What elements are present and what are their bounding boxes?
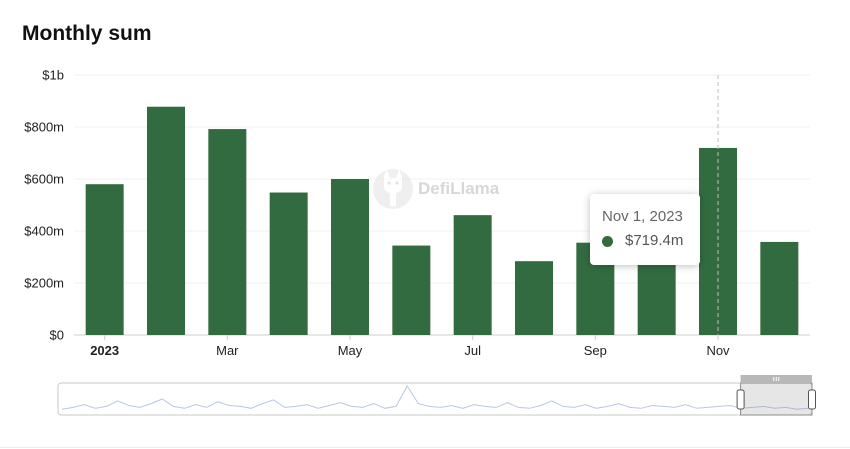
y-tick-label: $800m	[24, 120, 64, 135]
y-tick-label: $400m	[24, 224, 64, 239]
slider-grip-icon	[773, 377, 780, 381]
chart-title: Monthly sum	[22, 22, 152, 45]
bar-2023-03[interactable]	[208, 129, 247, 335]
tooltip-marker	[602, 235, 613, 247]
bar-2023-02[interactable]	[147, 106, 185, 335]
tooltip-date: Nov 1, 2023	[602, 208, 683, 225]
bars	[85, 106, 799, 335]
chart-tooltip: Nov 1, 2023 $719.4m	[590, 194, 700, 265]
y-axis-labels: $0 $200m $400m $600m $800m $1b	[24, 68, 64, 343]
slider-left-handle[interactable]	[736, 389, 745, 410]
data-zoom-slider[interactable]	[57, 375, 816, 416]
x-tick-label: May	[338, 343, 363, 358]
bar-2023-06[interactable]	[392, 245, 431, 335]
watermark: DefiLlama	[372, 166, 499, 212]
bar-2023-11[interactable]	[699, 147, 737, 335]
x-tick-label: 2023	[90, 343, 119, 358]
bar-2023-04[interactable]	[269, 192, 308, 335]
bar-2023-05[interactable]	[331, 179, 369, 335]
bar-2023-08[interactable]	[515, 261, 553, 335]
x-tick-label: Sep	[584, 343, 607, 358]
y-tick-label: $1b	[42, 68, 64, 83]
y-tick-label: $0	[50, 328, 64, 343]
bar-2023-07[interactable]	[453, 215, 492, 335]
watermark-text: DefiLlama	[418, 179, 500, 198]
x-axis-labels: 2023 Mar May Jul Sep Nov	[90, 335, 730, 358]
slider-right-handle[interactable]	[808, 389, 816, 410]
grid-lines	[74, 74, 810, 284]
slider-selected-window[interactable]	[740, 382, 813, 416]
tooltip-value: $719.4m	[625, 232, 684, 249]
bar-2023-12[interactable]	[760, 241, 799, 335]
bar-2023-01[interactable]	[85, 184, 124, 335]
x-tick-label: Nov	[706, 343, 730, 358]
y-tick-label: $200m	[24, 276, 64, 291]
y-tick-label: $600m	[24, 172, 64, 187]
slider-frame[interactable]	[57, 382, 813, 416]
bottom-divider	[0, 447, 850, 448]
slider-overview-line	[61, 385, 809, 410]
x-tick-label: Jul	[464, 343, 481, 358]
tooltip-value-row: $719.4m	[602, 232, 688, 250]
llama-logo-icon	[373, 169, 413, 209]
x-tick-label: Mar	[216, 343, 239, 358]
